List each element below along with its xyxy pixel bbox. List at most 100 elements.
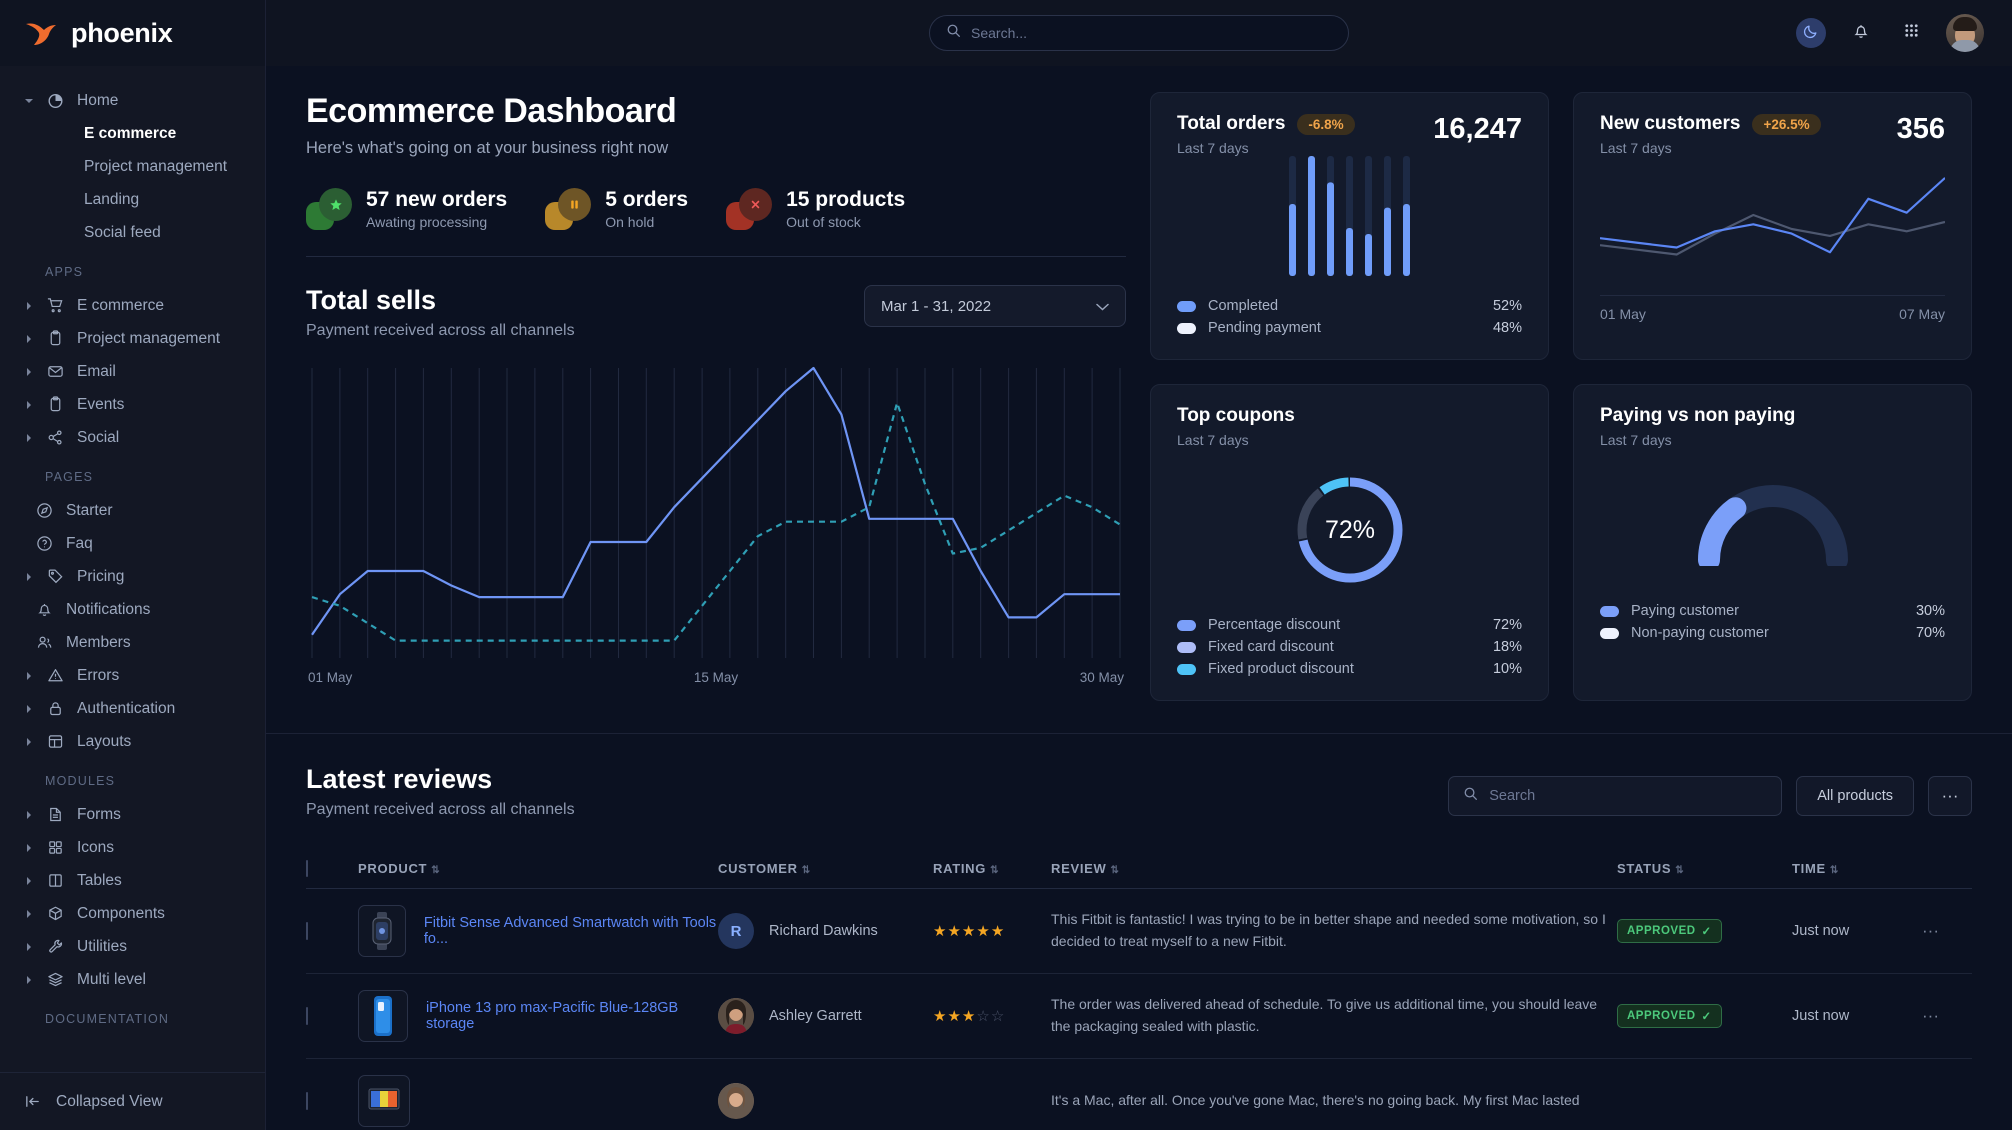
table-row[interactable]: Fitbit Sense Advanced Smartwatch with To… — [306, 888, 1972, 974]
all-products-filter-button[interactable]: All products — [1796, 776, 1914, 816]
theme-toggle-button[interactable] — [1796, 18, 1826, 48]
sidebar-item-e-commerce[interactable]: E commerce — [0, 289, 265, 322]
sidebar-subitem-e-commerce[interactable]: E commerce — [0, 117, 265, 150]
sidebar-item-pricing[interactable]: Pricing — [0, 560, 265, 593]
row-more-button[interactable]: ··· — [1922, 921, 1939, 940]
stat-number: 5 orders — [605, 188, 689, 211]
sidebar-group-pages: PAGES — [45, 470, 94, 484]
sidebar-group-documentation: DOCUMENTATION — [45, 1012, 170, 1026]
legend-item: Pending payment 48% — [1177, 317, 1522, 339]
reviews-search-input[interactable] — [1489, 788, 1768, 804]
page-subtitle: Here's what's going on at your business … — [306, 139, 669, 157]
product-link[interactable]: iPhone 13 pro max-Pacific Blue-128GB sto… — [425, 1000, 679, 1032]
card-value: 16,247 — [1433, 113, 1522, 145]
coupons-donut-wrap: 72% — [1177, 466, 1522, 594]
sidebar-item-project-management[interactable]: Project management — [0, 322, 265, 355]
sidebar-item-tables[interactable]: Tables — [0, 864, 265, 897]
status-badge: APPROVED ✓ — [1617, 1004, 1722, 1028]
row-select-cell — [306, 973, 358, 1059]
stat-label: Out of stock — [786, 214, 861, 230]
smartwatch-icon — [372, 912, 392, 950]
legend-label: Completed — [1208, 298, 1279, 314]
chevron-right-icon — [24, 400, 34, 409]
sidebar-item-social[interactable]: Social — [0, 421, 265, 454]
sidebar-item-starter[interactable]: Starter — [0, 494, 265, 527]
sidebar-subitem-project-management[interactable]: Project management — [0, 150, 265, 183]
col-time[interactable]: TIME ⇅ — [1792, 849, 1922, 889]
sidebar-subitem-label: Landing — [84, 190, 140, 208]
row-checkbox[interactable] — [306, 1092, 308, 1110]
col-status[interactable]: STATUS ⇅ — [1617, 849, 1792, 889]
layers-icon — [45, 969, 66, 990]
select-all-checkbox[interactable] — [306, 860, 308, 877]
sidebar-item-members[interactable]: Members — [0, 626, 265, 659]
status-badge: APPROVED ✓ — [1617, 919, 1722, 943]
table-row[interactable]: It's a Mac, after all. Once you've gone … — [306, 1058, 1972, 1130]
sidebar-item-home[interactable]: Home — [0, 84, 265, 117]
stat-out-of-stock[interactable]: 15 products Out of stock — [726, 188, 905, 230]
sidebar-item-events[interactable]: Events — [0, 388, 265, 421]
sort-icon: ⇅ — [990, 865, 1000, 876]
col-select-all — [306, 849, 358, 889]
sidebar-item-icons[interactable]: Icons — [0, 831, 265, 864]
row-checkbox[interactable] — [306, 1007, 308, 1025]
sidebar-item-label: E commerce — [77, 296, 164, 314]
sidebar-item-forms[interactable]: Forms — [0, 798, 265, 831]
sidebar-item-email[interactable]: Email — [0, 355, 265, 388]
chevron-right-icon — [24, 909, 34, 918]
search-input[interactable] — [971, 25, 1332, 41]
apps-grid-button[interactable] — [1896, 18, 1926, 48]
lock-icon — [45, 698, 66, 719]
sidebar-subitem-social-feed[interactable]: Social feed — [0, 216, 265, 249]
sidebar-item-errors[interactable]: Errors — [0, 659, 265, 692]
sidebar-item-label: Components — [77, 904, 165, 922]
brand-name: phoenix — [71, 17, 173, 48]
clipboard-icon — [45, 394, 66, 415]
sidebar-item-notifications[interactable]: Notifications — [0, 593, 265, 626]
sidebar-item-layouts[interactable]: Layouts — [0, 725, 265, 758]
col-label: RATING — [933, 861, 987, 876]
stat-badge — [726, 188, 773, 230]
moon-icon — [1803, 23, 1819, 44]
stat-on-hold[interactable]: 5 orders On hold — [545, 188, 688, 230]
legend-swatch — [1177, 663, 1196, 675]
sidebar-item-authentication[interactable]: Authentication — [0, 692, 265, 725]
date-range-select[interactable]: Mar 1 - 31, 2022 — [864, 285, 1126, 327]
product-link[interactable]: Fitbit Sense Advanced Smartwatch with To… — [423, 915, 717, 947]
reviews-more-button[interactable]: ··· — [1928, 776, 1972, 816]
table-row[interactable]: iPhone 13 pro max-Pacific Blue-128GB sto… — [306, 973, 1972, 1059]
sidebar-item-components[interactable]: Components — [0, 897, 265, 930]
dashboard-top-grid: Ecommerce Dashboard Here's what's going … — [266, 66, 2012, 701]
row-checkbox[interactable] — [306, 922, 308, 940]
notifications-button[interactable] — [1846, 18, 1876, 48]
avatar[interactable] — [1946, 14, 1984, 52]
sidebar-nav: Home E commerce Project management Landi… — [0, 66, 265, 1072]
avatar-initial: R — [730, 922, 742, 940]
collapsed-view-toggle[interactable]: Collapsed View — [0, 1072, 265, 1130]
sidebar-item-faq[interactable]: Faq — [0, 527, 265, 560]
col-product[interactable]: PRODUCT ⇅ — [358, 849, 718, 889]
col-customer[interactable]: CUSTOMER ⇅ — [718, 849, 933, 889]
sidebar-item-multi-level[interactable]: Multi level — [0, 963, 265, 996]
x-tick: 07 May — [1899, 306, 1945, 322]
stat-label: On hold — [605, 214, 655, 230]
customer-name: Richard Dawkins — [769, 923, 878, 939]
col-label: TIME — [1792, 861, 1826, 876]
sidebar-item-label: Events — [77, 395, 125, 413]
sidebar-item-label: Home — [77, 91, 119, 109]
sidebar-subitem-label: Social feed — [84, 223, 161, 241]
col-rating[interactable]: RATING ⇅ — [933, 849, 1051, 889]
global-search[interactable] — [929, 15, 1349, 51]
layout-icon — [45, 731, 66, 752]
brand[interactable]: phoenix — [0, 0, 265, 66]
stat-new-orders[interactable]: 57 new orders Awating processing — [306, 188, 507, 230]
sidebar-item-utilities[interactable]: Utilities — [0, 930, 265, 963]
sidebar-subitem-landing[interactable]: Landing — [0, 183, 265, 216]
reviews-search[interactable] — [1448, 776, 1783, 816]
col-review[interactable]: REVIEW ⇅ — [1051, 849, 1617, 889]
macbook-icon — [368, 1088, 400, 1110]
legend-swatch — [1177, 322, 1196, 334]
search-icon — [946, 23, 961, 43]
avatar — [718, 998, 754, 1034]
row-more-button[interactable]: ··· — [1922, 1006, 1939, 1025]
